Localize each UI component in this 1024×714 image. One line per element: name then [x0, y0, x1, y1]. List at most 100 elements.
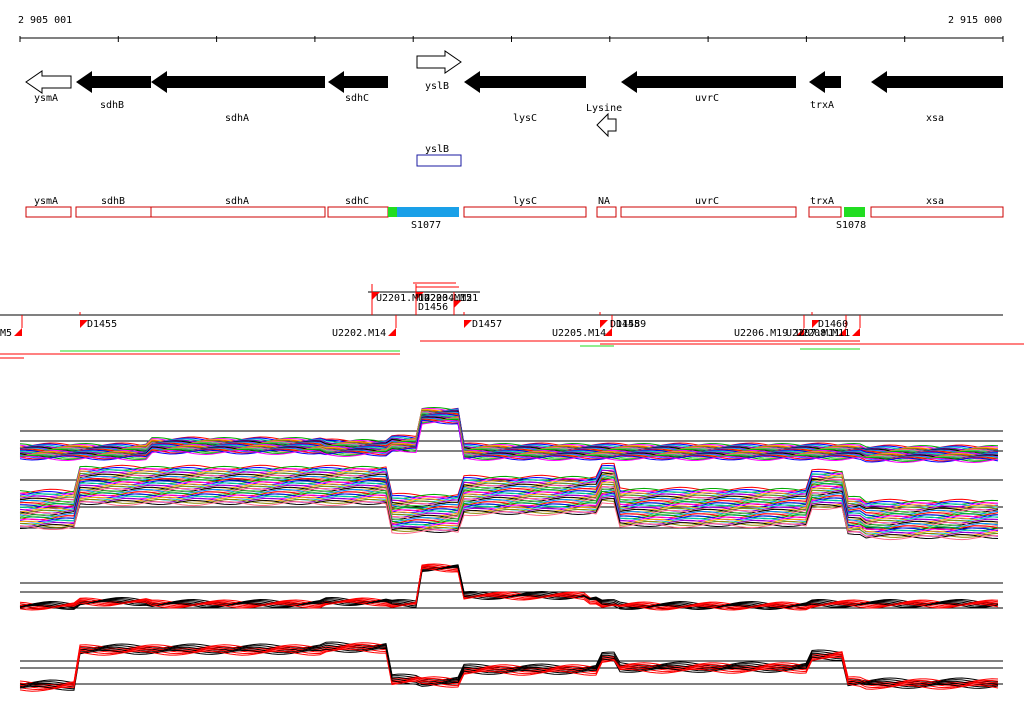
gene-arrow-sdhA[interactable] [151, 71, 325, 93]
yslB-box-track: yslB [416, 144, 462, 167]
transcript-label-sdhB: sdhB [101, 196, 125, 207]
segment-S1077[interactable] [397, 207, 459, 217]
gene-label-sdhC: sdhC [345, 93, 369, 104]
transcript-sdhC[interactable] [327, 206, 389, 218]
profile-line [19, 419, 999, 463]
transcript-lysC[interactable] [463, 206, 587, 218]
gene-arrow-yslB[interactable] [416, 50, 462, 74]
profile-line [19, 647, 999, 691]
profile-line [19, 467, 999, 509]
transcript-label-NA: NA [598, 196, 610, 207]
profile-lines-2 [19, 462, 999, 541]
transcript-label-sdhC: sdhC [345, 196, 369, 207]
marker-label-U2208: U2208.M11 [796, 328, 850, 339]
transcript-trxA[interactable] [808, 206, 842, 218]
gene-arrow-lysC[interactable] [464, 71, 586, 93]
marker-label-U2201: U2201.M14 [376, 293, 430, 304]
expression-panel-4 [19, 641, 1003, 692]
transcript-uvrC[interactable] [620, 206, 797, 218]
transcript-label-lysC: lysC [513, 196, 537, 207]
expression-panel-1 [19, 406, 1003, 464]
segment-label-S1077: S1077 [411, 220, 441, 231]
gene-arrow-Lysine[interactable] [596, 112, 617, 138]
gene-label-yslB: yslB [425, 81, 449, 92]
transcript-ysmA[interactable] [25, 206, 72, 218]
marker-label-D1458: D1458 [610, 319, 640, 330]
profile-line [19, 492, 999, 533]
profile-line [19, 648, 999, 692]
gene-arrow-sdhC[interactable] [328, 71, 388, 93]
profile-line [19, 565, 999, 609]
gene-arrow-sdhB[interactable] [76, 71, 151, 93]
profile-line [19, 642, 999, 686]
yslB-box[interactable] [416, 154, 462, 167]
profile-line [19, 473, 999, 514]
gene-label-sdhA: sdhA [225, 113, 249, 124]
marker-label-D1460: D1460 [818, 319, 848, 330]
transcript-label-xsa: xsa [926, 196, 944, 207]
marker-label-U2207: U2207.M11 [786, 328, 840, 339]
segment-label-S1078: S1078 [836, 220, 866, 231]
segment-S1077-green[interactable] [388, 207, 397, 217]
marker-flag [454, 300, 462, 308]
marker-label-M5: M5 [0, 328, 12, 339]
profile-lines-4 [19, 641, 999, 692]
profile-line [19, 472, 999, 513]
profile-line [19, 496, 999, 536]
marker-label-D1457: D1457 [472, 319, 502, 330]
transcript-sdhA[interactable] [150, 206, 326, 218]
marker-label-D1455: D1455 [87, 319, 117, 330]
profile-line [19, 477, 999, 518]
marker-label-U2203: U2203.M15 [418, 293, 472, 304]
gene-label-trxA: trxA [810, 100, 834, 111]
gene-arrow-trxA[interactable] [809, 71, 841, 93]
gene-label-sdhB: sdhB [100, 100, 124, 111]
profile-line [19, 497, 999, 540]
profile-line [19, 472, 999, 512]
transcript-NA[interactable] [596, 206, 617, 218]
marker-flag [80, 320, 88, 328]
transcript-xsa[interactable] [870, 206, 1004, 218]
box-label: yslB [425, 144, 449, 155]
profile-line [19, 501, 999, 541]
transcript-track: ysmA sdhB sdhA sdhC S1077 lysC NA uvrC t… [25, 196, 1004, 231]
expression-panel-3 [19, 563, 1003, 611]
marker-flag [416, 292, 424, 300]
transcript-label-trxA: trxA [810, 196, 834, 207]
transcript-label-sdhA: sdhA [225, 196, 249, 207]
profile-line [19, 563, 999, 607]
gene-arrow-uvrC[interactable] [621, 71, 796, 93]
coordinate-ruler: 2 905 001 2 915 000 [18, 15, 1004, 42]
marker-flag [796, 328, 804, 336]
gene-track: yslB ysmA sdhB sdhA sdhC lysC Lysine uvr… [25, 50, 1003, 138]
marker-label-U2202: U2202.M14 [332, 328, 386, 339]
marker-flag [604, 328, 612, 336]
transcript-label-ysmA: ysmA [34, 196, 58, 207]
marker-flags [14, 284, 861, 336]
transcript-sdhB[interactable] [75, 206, 152, 218]
marker-label-U2205: U2205.M14 [552, 328, 606, 339]
marker-flag [464, 320, 472, 328]
gene-arrow-ysmA[interactable] [25, 70, 72, 94]
marker-label-U2204: U2204.M21 [424, 293, 478, 304]
profile-lines-1 [19, 406, 999, 464]
gene-label-ysmA: ysmA [34, 93, 58, 104]
gene-label-lysC: lysC [513, 113, 537, 124]
profile-line [19, 567, 999, 611]
marker-flag [852, 328, 860, 336]
gene-arrow-xsa[interactable] [871, 71, 1003, 93]
gene-label-xsa: xsa [926, 113, 944, 124]
gene-label-Lysine: Lysine [586, 103, 622, 114]
marker-flag [838, 328, 846, 336]
profile-line [19, 643, 999, 687]
expression-panel-2 [19, 462, 1003, 541]
marker-flag [372, 292, 380, 300]
segment-S1078[interactable] [844, 207, 865, 217]
profile-line [19, 645, 999, 689]
marker-label-D1459: D1459 [616, 319, 646, 330]
profile-line [19, 419, 999, 464]
marker-flag [812, 320, 820, 328]
profile-lines-3 [19, 563, 999, 611]
marker-label-U2206: U2206.M19 [734, 328, 788, 339]
